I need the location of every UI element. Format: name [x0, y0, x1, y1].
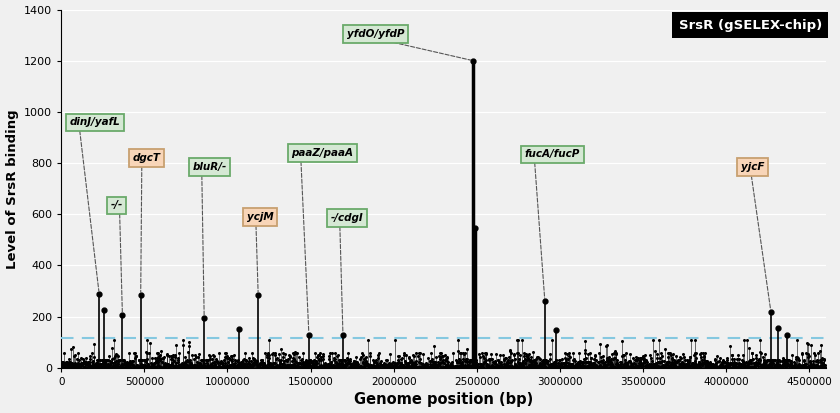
Text: bluR/-: bluR/-	[192, 162, 227, 172]
Text: ycjM: ycjM	[247, 212, 273, 222]
Text: -/-: -/-	[110, 200, 123, 210]
Text: yfdO/yfdP: yfdO/yfdP	[347, 29, 405, 39]
Text: -/cdgI: -/cdgI	[330, 213, 363, 223]
X-axis label: Genome position (bp): Genome position (bp)	[354, 392, 533, 408]
Text: dgcT: dgcT	[133, 153, 160, 163]
Text: dinJ/yafL: dinJ/yafL	[70, 117, 120, 127]
Text: fucA/fucP: fucA/fucP	[525, 149, 580, 159]
Text: paaZ/paaA: paaZ/paaA	[291, 148, 354, 158]
Text: yjcF: yjcF	[741, 162, 764, 172]
Y-axis label: Level of SrsR binding: Level of SrsR binding	[6, 109, 18, 268]
Text: SrsR (gSELEX-chip): SrsR (gSELEX-chip)	[679, 19, 822, 31]
